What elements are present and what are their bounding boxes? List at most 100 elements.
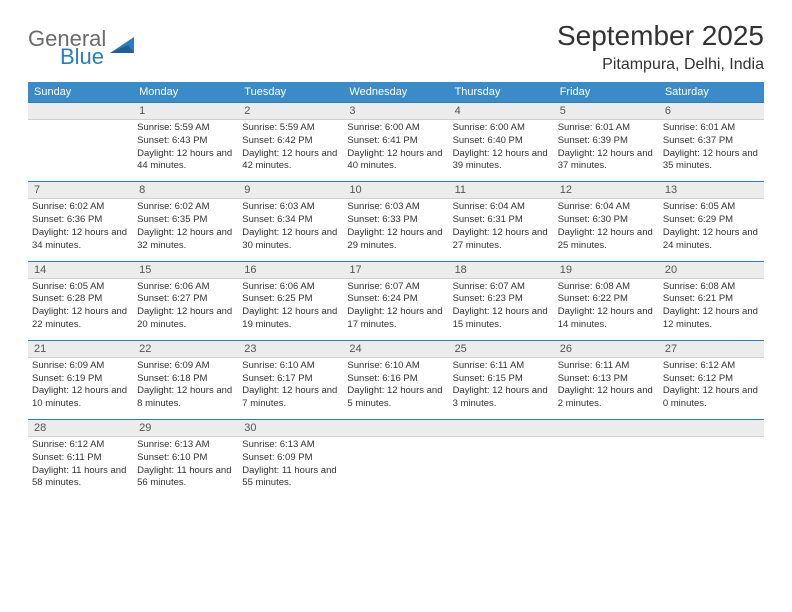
sunset-line: Sunset: 6:39 PM [558, 135, 655, 148]
month-title: September 2025 [557, 20, 764, 52]
day-header: Wednesday [343, 82, 448, 102]
sunset-line: Sunset: 6:09 PM [242, 452, 339, 465]
sunrise-line: Sunrise: 5:59 AM [137, 122, 234, 135]
brand-bottom: Blue [60, 46, 106, 68]
sunrise-line: Sunrise: 6:01 AM [558, 122, 655, 135]
day-number: 2 [238, 102, 343, 120]
day-number: 12 [554, 181, 659, 199]
day-cell: Sunrise: 6:12 AMSunset: 6:12 PMDaylight:… [659, 358, 764, 419]
day-cell: Sunrise: 6:13 AMSunset: 6:10 PMDaylight:… [133, 437, 238, 498]
calendar-table: SundayMondayTuesdayWednesdayThursdayFrid… [28, 82, 764, 498]
sunset-line: Sunset: 6:23 PM [453, 293, 550, 306]
sunset-line: Sunset: 6:35 PM [137, 214, 234, 227]
day-cell: Sunrise: 5:59 AMSunset: 6:43 PMDaylight:… [133, 120, 238, 181]
day-number: 27 [659, 340, 764, 358]
daylight-line: Daylight: 12 hours and 34 minutes. [32, 227, 129, 253]
day-cell: Sunrise: 6:12 AMSunset: 6:11 PMDaylight:… [28, 437, 133, 498]
sunrise-line: Sunrise: 6:00 AM [347, 122, 444, 135]
day-number: 22 [133, 340, 238, 358]
sunrise-line: Sunrise: 6:09 AM [32, 360, 129, 373]
daylight-line: Daylight: 12 hours and 17 minutes. [347, 306, 444, 332]
day-number: 24 [343, 340, 448, 358]
day-number: 7 [28, 181, 133, 199]
day-cell: Sunrise: 6:01 AMSunset: 6:39 PMDaylight:… [554, 120, 659, 181]
sunrise-line: Sunrise: 6:10 AM [242, 360, 339, 373]
sunrise-line: Sunrise: 6:11 AM [558, 360, 655, 373]
sunset-line: Sunset: 6:25 PM [242, 293, 339, 306]
day-cell: Sunrise: 6:09 AMSunset: 6:19 PMDaylight:… [28, 358, 133, 419]
sunrise-line: Sunrise: 6:00 AM [453, 122, 550, 135]
day-cell: Sunrise: 6:06 AMSunset: 6:25 PMDaylight:… [238, 279, 343, 340]
daylight-line: Daylight: 12 hours and 25 minutes. [558, 227, 655, 253]
daylight-line: Daylight: 12 hours and 10 minutes. [32, 385, 129, 411]
day-number [554, 419, 659, 437]
sunset-line: Sunset: 6:12 PM [663, 373, 760, 386]
day-number: 1 [133, 102, 238, 120]
sunset-line: Sunset: 6:17 PM [242, 373, 339, 386]
sunrise-line: Sunrise: 6:06 AM [242, 281, 339, 294]
day-number [343, 419, 448, 437]
sunrise-line: Sunrise: 6:10 AM [347, 360, 444, 373]
sunset-line: Sunset: 6:28 PM [32, 293, 129, 306]
sunrise-line: Sunrise: 6:13 AM [242, 439, 339, 452]
day-cell: Sunrise: 6:04 AMSunset: 6:31 PMDaylight:… [449, 199, 554, 260]
day-cell [343, 437, 448, 497]
day-number: 21 [28, 340, 133, 358]
day-header: Friday [554, 82, 659, 102]
sunrise-line: Sunrise: 6:03 AM [242, 201, 339, 214]
daylight-line: Daylight: 12 hours and 20 minutes. [137, 306, 234, 332]
daylight-line: Daylight: 12 hours and 19 minutes. [242, 306, 339, 332]
daylight-line: Daylight: 12 hours and 44 minutes. [137, 148, 234, 174]
daylight-line: Daylight: 12 hours and 37 minutes. [558, 148, 655, 174]
sunrise-line: Sunrise: 6:11 AM [453, 360, 550, 373]
daylight-line: Daylight: 12 hours and 0 minutes. [663, 385, 760, 411]
day-cell [449, 437, 554, 497]
day-number: 8 [133, 181, 238, 199]
sunrise-line: Sunrise: 6:12 AM [32, 439, 129, 452]
sunset-line: Sunset: 6:24 PM [347, 293, 444, 306]
daylight-line: Daylight: 12 hours and 27 minutes. [453, 227, 550, 253]
sunset-line: Sunset: 6:34 PM [242, 214, 339, 227]
daylight-line: Daylight: 12 hours and 12 minutes. [663, 306, 760, 332]
daylight-line: Daylight: 12 hours and 5 minutes. [347, 385, 444, 411]
sunset-line: Sunset: 6:31 PM [453, 214, 550, 227]
day-cell: Sunrise: 6:08 AMSunset: 6:21 PMDaylight:… [659, 279, 764, 340]
day-cell: Sunrise: 6:06 AMSunset: 6:27 PMDaylight:… [133, 279, 238, 340]
day-number: 28 [28, 419, 133, 437]
day-cell: Sunrise: 6:03 AMSunset: 6:34 PMDaylight:… [238, 199, 343, 260]
daylight-line: Daylight: 12 hours and 29 minutes. [347, 227, 444, 253]
daylight-line: Daylight: 12 hours and 22 minutes. [32, 306, 129, 332]
daylight-line: Daylight: 12 hours and 32 minutes. [137, 227, 234, 253]
day-cell: Sunrise: 6:07 AMSunset: 6:23 PMDaylight:… [449, 279, 554, 340]
day-cell: Sunrise: 6:11 AMSunset: 6:13 PMDaylight:… [554, 358, 659, 419]
brand-triangle-icon [110, 35, 138, 62]
sunrise-line: Sunrise: 6:01 AM [663, 122, 760, 135]
day-number: 10 [343, 181, 448, 199]
day-cell: Sunrise: 6:13 AMSunset: 6:09 PMDaylight:… [238, 437, 343, 498]
day-cell: Sunrise: 6:02 AMSunset: 6:36 PMDaylight:… [28, 199, 133, 260]
day-cell: Sunrise: 6:05 AMSunset: 6:29 PMDaylight:… [659, 199, 764, 260]
sunrise-line: Sunrise: 6:04 AM [558, 201, 655, 214]
day-cell: Sunrise: 6:07 AMSunset: 6:24 PMDaylight:… [343, 279, 448, 340]
day-number [28, 102, 133, 120]
sunrise-line: Sunrise: 6:07 AM [453, 281, 550, 294]
sunset-line: Sunset: 6:33 PM [347, 214, 444, 227]
sunset-line: Sunset: 6:29 PM [663, 214, 760, 227]
day-number: 13 [659, 181, 764, 199]
location: Pitampura, Delhi, India [557, 56, 764, 74]
sunset-line: Sunset: 6:13 PM [558, 373, 655, 386]
day-number: 17 [343, 261, 448, 279]
day-header: Monday [133, 82, 238, 102]
day-number: 25 [449, 340, 554, 358]
daylight-line: Daylight: 11 hours and 58 minutes. [32, 465, 129, 491]
day-number: 4 [449, 102, 554, 120]
sunrise-line: Sunrise: 6:02 AM [32, 201, 129, 214]
day-cell: Sunrise: 6:00 AMSunset: 6:40 PMDaylight:… [449, 120, 554, 181]
day-number: 16 [238, 261, 343, 279]
daylight-line: Daylight: 12 hours and 30 minutes. [242, 227, 339, 253]
day-number: 18 [449, 261, 554, 279]
day-header: Saturday [659, 82, 764, 102]
sunrise-line: Sunrise: 6:02 AM [137, 201, 234, 214]
day-cell: Sunrise: 6:10 AMSunset: 6:16 PMDaylight:… [343, 358, 448, 419]
sunrise-line: Sunrise: 6:03 AM [347, 201, 444, 214]
